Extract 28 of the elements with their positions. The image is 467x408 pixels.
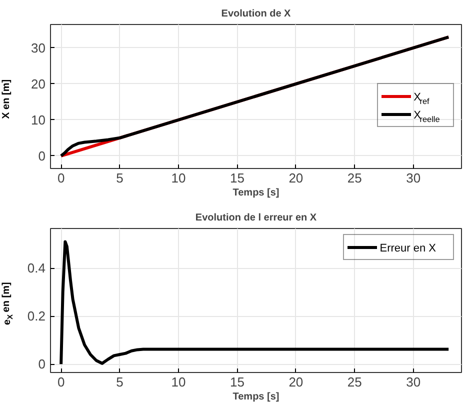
y-tick-label: 0.2 [27, 308, 46, 324]
y-axis-title: X en [m] [1, 79, 12, 119]
x-tick-label: 15 [230, 374, 244, 390]
y-tick-label: 0 [38, 148, 46, 164]
x-tick-label: 0 [57, 170, 65, 186]
y-tick-label: 0 [38, 356, 46, 372]
y-tick-label: 20 [31, 76, 46, 92]
x-tick-label: 0 [57, 374, 65, 390]
chart-title: Evolution de X [221, 8, 292, 20]
x-tick-label: 15 [230, 170, 244, 186]
x-axis-title: Temps [s] [232, 392, 280, 402]
x-tick-label: 25 [347, 374, 362, 390]
line-series [60, 240, 450, 366]
x-tick-label: 30 [406, 170, 421, 186]
y-tick-label: 10 [31, 112, 46, 128]
x-tick-label: 5 [116, 170, 124, 186]
x-tick-label: 20 [288, 374, 304, 390]
x-tick-label: 25 [347, 170, 362, 186]
x-tick-label: 30 [406, 374, 421, 390]
x-tick-label: 5 [116, 374, 124, 390]
y-tick-label: 0.4 [27, 260, 46, 276]
x-tick-label: 20 [288, 170, 304, 186]
x-tick-label: 10 [171, 170, 186, 186]
x-tick-label: 10 [171, 374, 186, 390]
x-axis-title: Temps [s] [232, 188, 280, 198]
legend-label: Erreur en X [380, 242, 437, 254]
y-tick-label: 30 [31, 40, 46, 56]
chart-title: Evolution de l erreur en X [195, 212, 317, 224]
